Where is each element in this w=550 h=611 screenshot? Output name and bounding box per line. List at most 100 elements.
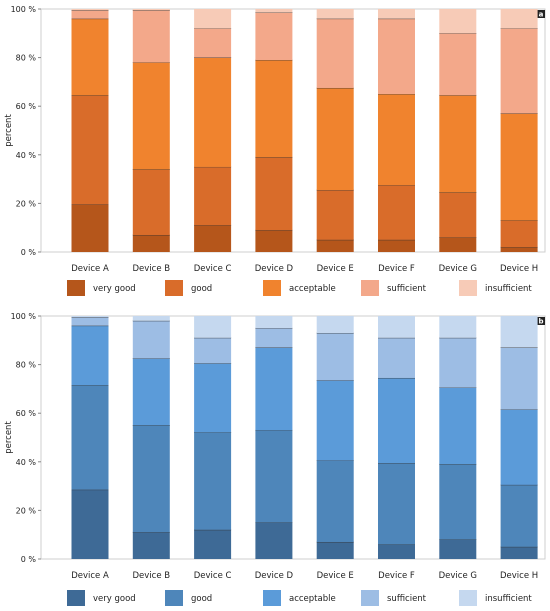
bar-segment: [71, 9, 109, 11]
panel-label-badge: [537, 10, 545, 18]
bar-segment: [194, 316, 232, 338]
chart-panel-a: a 0 % 20 % 40 % 60 % 80 % 100 % percent Device A…: [4, 5, 546, 296]
bar-segment: [316, 316, 354, 334]
bar-segment: [255, 12, 293, 61]
bar-segment: [500, 113, 538, 221]
legend-entry: good: [191, 284, 212, 294]
legend-swatch: [67, 280, 85, 296]
bar-segment: [439, 33, 477, 96]
bar-segment: [439, 337, 477, 388]
bar-segment: [194, 432, 232, 530]
bar-segment: [316, 541, 354, 559]
bar-segment: [316, 460, 354, 542]
panel-label: a: [539, 11, 544, 19]
bar-segment: [378, 377, 415, 464]
bar-segment: [439, 387, 477, 465]
bar-segment: [71, 316, 109, 318]
chart-panel-b: b 0 % 20 % 40 % 60 % 80 % 100 % percent Device A…: [4, 312, 546, 606]
bar-segment: [132, 358, 170, 426]
bar-segment: [255, 157, 293, 231]
y-tick-label: 0 %: [21, 248, 37, 257]
bar-segment: [378, 18, 415, 95]
legend-entry: sufficient: [387, 594, 427, 604]
bar-segment: [500, 316, 538, 348]
bar-segment: [194, 166, 232, 226]
bar-segment: [378, 463, 415, 545]
bar-segment: [378, 544, 415, 559]
bar-segment: [500, 484, 538, 547]
bar-segment: [439, 237, 477, 252]
legend-swatch: [67, 590, 85, 606]
bar-segment: [132, 234, 170, 252]
bar-segment: [255, 522, 293, 559]
legend-swatch: [361, 280, 379, 296]
bar-segment: [378, 337, 415, 378]
bar-segment: [316, 333, 354, 381]
y-tick-label: 40 %: [16, 151, 37, 160]
bar-segment: [500, 220, 538, 248]
x-tick-label: Device F: [378, 264, 415, 274]
bar-segment: [255, 9, 293, 13]
bar-segment: [71, 385, 109, 490]
bar-segment: [255, 328, 293, 348]
bar-segment: [132, 316, 170, 321]
bar-segment: [255, 60, 293, 158]
bar-segment: [439, 9, 477, 34]
x-tick-label: Device B: [132, 571, 170, 581]
legend-entry: good: [191, 594, 212, 604]
legend-entry: acceptable: [289, 594, 336, 604]
x-tick-label: Device C: [194, 264, 232, 274]
y-tick-label: 60 %: [16, 409, 37, 418]
bar-segment: [194, 28, 232, 58]
bar-segment: [194, 337, 232, 364]
bar-segment: [255, 316, 293, 329]
y-tick-label: 40 %: [16, 458, 37, 467]
bar-segment: [500, 409, 538, 485]
bar-segment: [378, 239, 415, 252]
legend-swatch: [361, 590, 379, 606]
y-tick-label: 80 %: [16, 361, 37, 370]
bar-segment: [132, 320, 170, 359]
bar-segment: [71, 18, 109, 96]
legend-entry: insufficient: [485, 284, 532, 294]
bar-segment: [439, 464, 477, 540]
y-tick-label: 100 %: [11, 312, 37, 321]
y-tick-label: 20 %: [16, 199, 37, 208]
bar-segment: [500, 28, 538, 114]
bar-segment: [378, 185, 415, 240]
bar-segment: [316, 190, 354, 240]
panel-label: b: [538, 318, 543, 326]
bar-segment: [194, 529, 232, 559]
bar-segment: [500, 9, 538, 29]
x-tick-label: Device H: [500, 264, 538, 274]
legend-swatch: [263, 590, 281, 606]
bar-segment: [500, 347, 538, 410]
bar-segment: [71, 489, 109, 559]
bar-segment: [71, 95, 109, 205]
y-tick-label: 20 %: [16, 506, 37, 515]
legend-entry: sufficient: [387, 284, 427, 294]
bar-segment: [71, 317, 109, 326]
bar-segment: [194, 225, 232, 252]
x-tick-label: Device A: [71, 264, 109, 274]
y-tick-label: 0 %: [21, 555, 37, 564]
bar-segment: [132, 532, 170, 559]
bar-segment: [255, 230, 293, 252]
bar-segment: [316, 87, 354, 191]
bar-segment: [194, 363, 232, 433]
plot-frame: [40, 315, 546, 560]
y-axis-label: percent: [4, 114, 14, 147]
bar-segment: [378, 9, 415, 19]
bar-segment: [439, 95, 477, 193]
x-tick-label: Device G: [439, 264, 477, 274]
bar-segment: [194, 57, 232, 167]
bar-segment: [378, 316, 415, 338]
bar-segment: [132, 62, 170, 170]
bar-segment: [132, 425, 170, 533]
x-tick-label: Device D: [255, 571, 294, 581]
legend-swatch: [459, 590, 477, 606]
x-tick-label: Device E: [317, 264, 354, 274]
x-tick-label: Device E: [317, 571, 354, 581]
bar-segment: [439, 539, 477, 559]
